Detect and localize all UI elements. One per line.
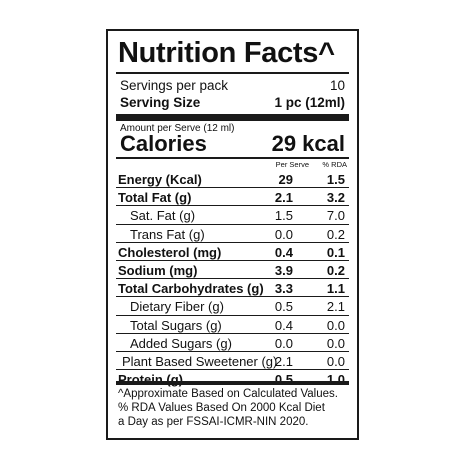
nutrient-row: Added Sugars (g) 0.0 0.0 <box>116 334 349 352</box>
calories-value: 29 kcal <box>271 131 345 156</box>
nutrient-per-serve: 3.3 <box>274 281 293 297</box>
nutrient-per-serve: 1.5 <box>274 208 293 224</box>
row-divider <box>116 259 349 261</box>
nutrient-name: Added Sugars (g) <box>130 335 232 351</box>
nutrient-name: Energy (Kcal) <box>118 172 202 187</box>
nutrient-per-serve: 0.5 <box>274 299 293 315</box>
nutrient-row: Trans Fat (g) 0.0 0.2 <box>116 225 349 243</box>
amount-per-serve: Amount per Serve (12 ml) <box>120 123 235 134</box>
nutrient-rda: 1.5 <box>326 172 345 187</box>
nutrient-name: Cholesterol (mg) <box>118 244 222 260</box>
nutrient-rda: 0.1 <box>326 244 345 260</box>
footnote-line-3: a Day as per FSSAI-ICMR-NIN 2020. <box>118 416 309 428</box>
nutrient-row: Sodium (mg) 3.9 0.2 <box>116 261 349 280</box>
nutrient-rda: 7.0 <box>326 208 345 224</box>
row-divider <box>116 296 349 298</box>
servings-label: Servings per pack <box>120 78 229 93</box>
label-title: Nutrition Facts^ <box>118 37 335 69</box>
nutrient-name: Total Fat (g) <box>118 190 192 206</box>
nutrient-per-serve: 2.1 <box>274 190 293 206</box>
row-divider <box>116 332 349 334</box>
nutrient-name: Sodium (mg) <box>118 263 198 278</box>
nutrient-name: Trans Fat (g) <box>130 226 205 242</box>
nutrient-per-serve: 0.0 <box>274 335 293 351</box>
nutrient-row: Cholesterol (mg) 0.4 0.1 <box>116 243 349 261</box>
row-divider <box>116 350 349 352</box>
nutrient-name: Dietary Fiber (g) <box>130 299 224 315</box>
serving-size-label: Serving Size <box>120 95 201 110</box>
servings-value: 10 <box>329 78 345 93</box>
footnote-line-2: % RDA Values Based On 2000 Kcal Diet <box>118 402 325 414</box>
nutrient-row: Total Fat (g) 2.1 3.2 <box>116 188 349 207</box>
row-divider <box>116 223 349 225</box>
thick-rule-bottom <box>116 381 349 385</box>
nutrient-per-serve: 2.1 <box>274 354 293 369</box>
nutrition-facts-label: Nutrition Facts^ Servings per pack 10 Se… <box>106 29 359 440</box>
nutrient-rda: 0.0 <box>326 317 345 333</box>
title-rule <box>116 72 349 74</box>
thick-rule-top <box>116 114 349 121</box>
nutrient-per-serve: 29 <box>278 172 293 187</box>
nutrient-row: Total Sugars (g) 0.4 0.0 <box>116 316 349 334</box>
nutrient-name: Sat. Fat (g) <box>130 208 196 224</box>
rda-header: % RDA <box>322 160 347 169</box>
nutrient-rda: 0.0 <box>326 354 345 369</box>
nutrient-per-serve: 0.4 <box>274 317 293 333</box>
row-divider <box>116 369 349 371</box>
nutrient-row: Protein (g) 0.5 1.0 <box>116 370 349 388</box>
calories-rule <box>116 157 349 159</box>
nutrient-per-serve: 0.0 <box>274 226 293 242</box>
nutrient-row: Sat. Fat (g) 1.5 7.0 <box>116 206 349 225</box>
calories-label: Calories <box>120 131 207 156</box>
per-serve-header: Per Serve <box>275 160 309 169</box>
nutrient-rda: 0.2 <box>326 226 345 242</box>
row-divider <box>116 205 349 207</box>
nutrient-rda: 2.1 <box>326 299 345 315</box>
row-divider <box>116 278 349 280</box>
nutrient-name: Plant Based Sweetener (g) <box>122 354 278 369</box>
nutrient-row: Plant Based Sweetener (g) 2.1 0.0 <box>116 352 349 371</box>
nutrient-rda: 0.0 <box>326 335 345 351</box>
nutrient-name: Total Carbohydrates (g) <box>118 281 264 297</box>
nutrient-row: Dietary Fiber (g) 0.5 2.1 <box>116 297 349 316</box>
nutrient-name: Total Sugars (g) <box>130 317 222 333</box>
nutrient-rda: 0.2 <box>326 263 345 278</box>
nutrient-rda: 1.1 <box>326 281 345 297</box>
nutrient-per-serve: 0.4 <box>274 244 293 260</box>
nutrient-row: Total Carbohydrates (g) 3.3 1.1 <box>116 279 349 298</box>
nutrient-rda: 3.2 <box>326 190 345 206</box>
nutrient-per-serve: 3.9 <box>274 263 293 278</box>
row-divider <box>116 187 349 189</box>
nutrient-row: Energy (Kcal) 29 1.5 <box>116 170 349 189</box>
footnote-line-1: ^Approximate Based on Calculated Values. <box>118 388 338 400</box>
row-divider <box>116 241 349 243</box>
serving-size-value: 1 pc (12ml) <box>274 95 345 110</box>
row-divider <box>116 314 349 316</box>
